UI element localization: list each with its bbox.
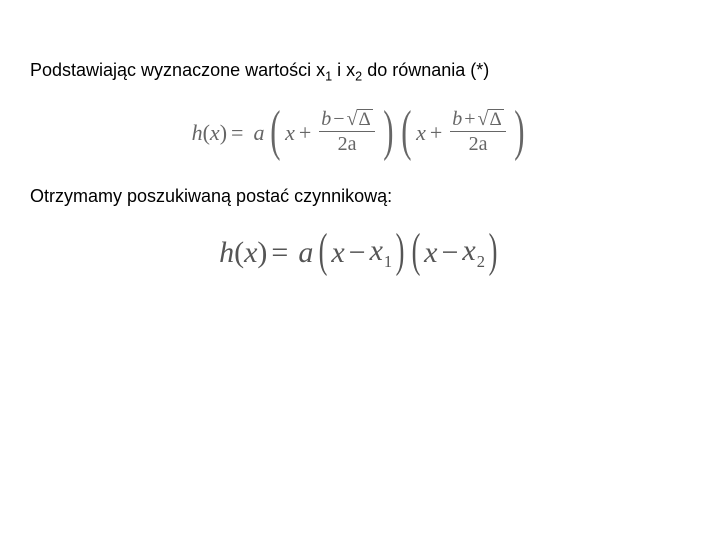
big-rparen-4: ) [489, 229, 498, 272]
intro-text-mid: i x [332, 60, 355, 80]
equation-2: h(x) = a ( x − x1 ) ( x − x2 ) [219, 231, 501, 274]
num-b-1: b [321, 108, 331, 130]
den-2a-1: 2a [338, 133, 357, 155]
intro-text-pre: Podstawiając wyznaczone wartości x [30, 60, 325, 80]
factor2-minus: − [441, 236, 458, 270]
num-plus-2: + [464, 108, 475, 130]
x2-base: x [462, 234, 475, 267]
term1-x: x [285, 120, 295, 146]
factor1-minus: − [349, 236, 366, 270]
term1-plus: + [299, 120, 311, 146]
big-lparen-1: ( [271, 106, 281, 156]
slide-page: Podstawiając wyznaczone wartości x 1 i x 2… [0, 0, 720, 540]
factor2-x: x [424, 236, 437, 270]
coef-a-2: a [298, 236, 313, 270]
x2-sub: 2 [477, 252, 485, 271]
x1-sub: 1 [384, 252, 392, 271]
big-lparen-2: ( [402, 106, 412, 156]
rparen-small: ) [220, 120, 227, 146]
den-2a-2: 2a [469, 133, 488, 155]
result-line: Otrzymamy poszukiwaną postać czynnikową: [30, 186, 690, 207]
term2-x: x [416, 120, 426, 146]
delta-2: Δ [488, 109, 504, 129]
frac-bar-1 [319, 131, 374, 132]
equals-sign-2: = [271, 236, 288, 270]
lparen-small-2: ( [234, 236, 244, 270]
term2-numerator: b+√Δ [450, 108, 505, 130]
term1-fraction: b−√Δ 2a [319, 108, 374, 155]
term-1: x + b−√Δ 2a [285, 109, 379, 156]
sqrt-1: √Δ [347, 109, 373, 129]
intro-text-post: do równania (*) [362, 60, 489, 80]
fn-h: h [192, 120, 203, 146]
equals-sign: = [231, 120, 243, 146]
term2-fraction: b+√Δ 2a [450, 108, 505, 155]
intro-line: Podstawiając wyznaczone wartości x1 i x2… [30, 60, 690, 84]
factor2-x2: x2 [462, 234, 485, 272]
term1-denominator: 2a [336, 133, 359, 155]
big-rparen-1: ) [383, 106, 393, 156]
coef-a: a [253, 120, 264, 146]
big-rparen-2: ) [514, 106, 524, 156]
big-lparen-3: ( [319, 229, 328, 272]
equation-1-block: h(x) = a ( x + b−√Δ 2a ) ( x + [30, 108, 690, 158]
arg-x: x [210, 120, 220, 146]
big-lparen-4: ( [412, 229, 421, 272]
term2-plus: + [430, 120, 442, 146]
equation-1: h(x) = a ( x + b−√Δ 2a ) ( x + [192, 108, 529, 158]
frac-bar-2 [450, 131, 505, 132]
factor1-x: x [331, 236, 344, 270]
x1-base: x [370, 234, 383, 267]
term-2: x + b+√Δ 2a [416, 109, 510, 156]
equation-2-block: h(x) = a ( x − x1 ) ( x − x2 ) [30, 231, 690, 274]
fn-h-2: h [219, 236, 234, 270]
term2-denominator: 2a [467, 133, 490, 155]
delta-1: Δ [357, 109, 373, 129]
sqrt-2: √Δ [478, 109, 504, 129]
factor1-x1: x1 [370, 234, 393, 272]
rparen-small-2: ) [257, 236, 267, 270]
num-b-2: b [452, 108, 462, 130]
big-rparen-3: ) [396, 229, 405, 272]
lparen-small: ( [203, 120, 210, 146]
num-minus-1: − [333, 108, 344, 130]
term1-numerator: b−√Δ [319, 108, 374, 130]
arg-x-2: x [244, 236, 257, 270]
